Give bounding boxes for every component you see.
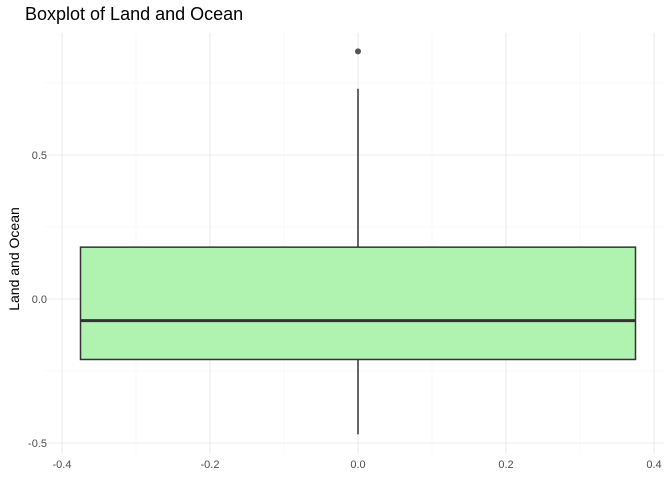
x-tick-label: 0.2 xyxy=(498,459,513,471)
box-iqr xyxy=(79,246,637,361)
box-marks xyxy=(79,48,637,435)
y-axis-title: Land and Ocean xyxy=(6,207,22,311)
y-tick-label: 0.5 xyxy=(32,150,47,162)
x-tick-label: -0.2 xyxy=(201,459,220,471)
grid-major xyxy=(44,33,664,454)
y-axis-ticks: -0.5 0.0 0.5 xyxy=(28,150,47,450)
y-tick-label: 0.0 xyxy=(32,294,47,306)
x-tick-label: -0.4 xyxy=(53,459,72,471)
outlier-point xyxy=(355,48,361,55)
x-tick-label: 0.4 xyxy=(646,459,661,471)
chart-title: Boxplot of Land and Ocean xyxy=(25,4,244,24)
grid-minor xyxy=(44,33,664,454)
x-tick-label: 0.0 xyxy=(350,459,365,471)
y-tick-label: -0.5 xyxy=(28,438,47,450)
x-axis-ticks: -0.4 -0.2 0.0 0.2 0.4 xyxy=(53,459,662,471)
